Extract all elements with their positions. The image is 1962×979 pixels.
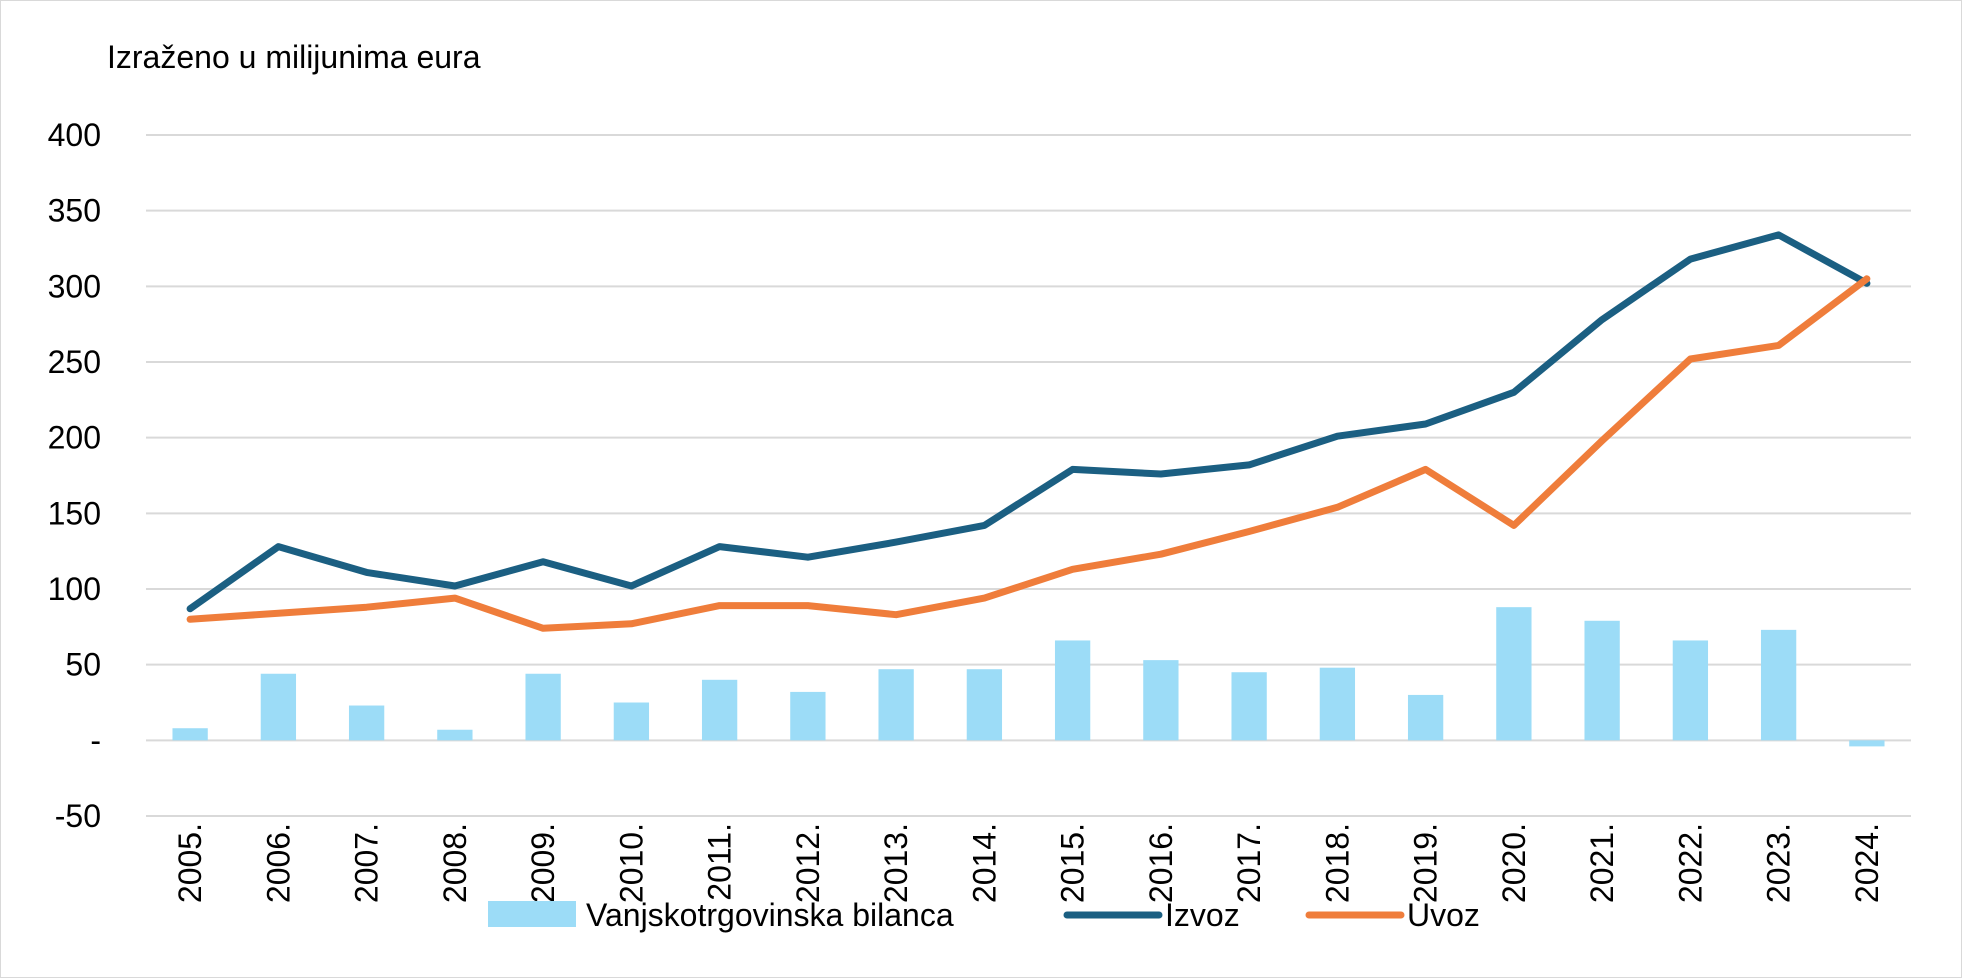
y-tick-label: 300: [48, 268, 101, 304]
gridlines: [146, 134, 1911, 817]
x-tick-label: 2018.: [1319, 823, 1355, 903]
y-tick-label: 50: [65, 647, 101, 683]
bar: [1319, 667, 1356, 741]
legend-item-uvoz: Uvoz: [1305, 897, 1480, 933]
y-tick-label: -: [90, 722, 101, 758]
legend-label-bilanca: Vanjskotrgovinska bilanca: [586, 897, 954, 933]
bar: [966, 669, 1003, 741]
legend-swatch-bar: [488, 901, 576, 927]
x-tick-label: 2015.: [1055, 823, 1091, 903]
bar: [1143, 660, 1179, 741]
x-tick-label: 2020.: [1496, 823, 1532, 903]
x-tick-label: 2008.: [437, 823, 473, 903]
y-tick-label: 100: [48, 571, 101, 607]
x-tick-label: 2011.: [702, 823, 738, 901]
x-axis-ticks: 2005. 2006. 2007. 2008. 2009. 2010. 2011. 2012.…: [172, 823, 1885, 903]
y-axis-ticks: 400 350 300 250 200 150 100 50 - -50: [48, 117, 101, 834]
bar: [1496, 607, 1532, 741]
bar: [701, 679, 738, 741]
legend-item-bilanca: Vanjskotrgovinska bilanca: [488, 897, 954, 933]
bar: [790, 691, 826, 741]
x-tick-label: 2016.: [1143, 823, 1179, 903]
x-tick-label: 2007.: [349, 823, 385, 903]
y-tick-label: 400: [48, 117, 101, 153]
bar: [1672, 640, 1709, 741]
x-tick-label: 2013.: [878, 823, 914, 903]
legend: Vanjskotrgovinska bilanca Izvoz Uvoz: [488, 897, 1480, 933]
unit-label: Izraženo u milijunima eura: [107, 39, 481, 75]
x-tick-label: 2012.: [790, 823, 826, 903]
x-tick-label: 2017.: [1231, 823, 1267, 903]
x-tick-label: 2023.: [1761, 823, 1797, 903]
y-tick-label: 150: [48, 495, 101, 531]
y-tick-label: -50: [55, 798, 101, 834]
x-tick-label: 2006.: [260, 823, 296, 903]
bar: [1054, 640, 1091, 741]
line-izvoz: [186, 231, 1871, 613]
bar: [1760, 629, 1797, 741]
legend-label-uvoz: Uvoz: [1407, 897, 1480, 933]
x-tick-label: 2010.: [613, 823, 649, 903]
bar: [878, 669, 914, 741]
bar: [260, 673, 297, 741]
x-tick-label: 2019.: [1408, 823, 1444, 903]
bar: [613, 702, 650, 741]
bar-series: [172, 607, 1885, 747]
y-tick-label: 350: [48, 193, 101, 229]
legend-label-izvoz: Izvoz: [1165, 897, 1240, 933]
y-tick-label: 250: [48, 344, 101, 380]
bar: [172, 728, 208, 741]
line-series: [186, 231, 1871, 632]
y-tick-label: 200: [48, 420, 101, 456]
x-tick-label: 2022.: [1672, 823, 1708, 903]
bar: [1584, 620, 1620, 741]
bar: [1849, 740, 1885, 747]
x-tick-label: 2005.: [172, 823, 208, 903]
x-tick-label: 2024.: [1849, 823, 1885, 903]
legend-item-izvoz: Izvoz: [1063, 897, 1240, 933]
bar: [525, 673, 561, 741]
x-tick-label: 2009.: [525, 823, 561, 903]
bar: [348, 705, 385, 741]
bar: [1407, 694, 1444, 741]
line-uvoz: [186, 275, 1871, 632]
x-tick-label: 2021.: [1584, 823, 1620, 903]
bar: [437, 729, 473, 741]
bar: [1231, 672, 1267, 741]
x-tick-label: 2014.: [966, 823, 1002, 903]
